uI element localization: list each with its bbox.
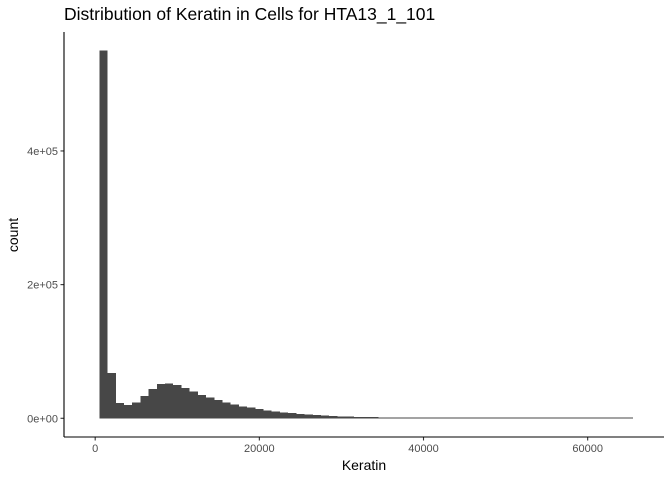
histogram-bar <box>304 414 313 419</box>
histogram-bar <box>99 50 108 419</box>
histogram-bar <box>115 402 124 419</box>
histogram-bars <box>99 50 633 419</box>
histogram-bar <box>189 391 198 419</box>
histogram-bar <box>427 417 436 419</box>
x-axis-ticks: 0 20000 40000 60000 <box>92 437 603 455</box>
histogram-bar <box>575 417 584 419</box>
y-axis-title: count <box>5 218 21 252</box>
histogram-bar <box>526 417 535 419</box>
histogram-bar <box>542 417 551 419</box>
histogram-bar <box>501 417 510 419</box>
histogram-bar <box>337 416 346 419</box>
chart-title: Distribution of Keratin in Cells for HTA… <box>64 4 435 25</box>
histogram-bar <box>288 413 297 419</box>
x-tick-label: 40000 <box>408 443 439 455</box>
histogram-bar <box>616 417 625 419</box>
histogram-bar <box>271 411 280 419</box>
histogram-bar <box>493 417 502 419</box>
histogram-bar <box>181 388 190 419</box>
histogram-bar <box>476 417 486 419</box>
histogram-bar <box>509 417 518 419</box>
histogram-bar <box>214 400 223 419</box>
histogram-bar <box>148 388 157 419</box>
histogram-bar <box>107 372 116 419</box>
histogram-bar <box>394 417 404 419</box>
histogram-bar <box>624 417 633 419</box>
histogram-bar <box>591 417 601 419</box>
histogram-bar <box>312 415 321 419</box>
histogram-bar <box>296 413 305 419</box>
histogram-bar <box>517 417 527 419</box>
histogram-bar <box>444 417 453 419</box>
histogram-bar <box>255 408 264 419</box>
x-tick-label: 20000 <box>244 443 275 455</box>
histogram-bar <box>222 402 231 419</box>
histogram-bar <box>608 417 617 419</box>
histogram-bar <box>402 417 412 419</box>
histogram-bar <box>230 404 239 419</box>
histogram-bar <box>583 417 592 419</box>
histogram-bar <box>263 410 272 419</box>
histogram-bar <box>599 417 609 419</box>
y-tick-label: 0e+00 <box>27 413 58 425</box>
histogram-bar <box>378 417 387 419</box>
x-tick-label: 60000 <box>572 443 603 455</box>
histogram-bar <box>460 417 469 419</box>
histogram-bar <box>140 396 149 419</box>
histogram-bar <box>206 397 215 419</box>
y-axis-ticks: 0e+00 2e+05 4e+05 <box>27 146 64 425</box>
histogram-bar <box>386 417 395 419</box>
y-tick-label: 4e+05 <box>27 146 58 158</box>
histogram-bar <box>173 384 182 419</box>
histogram-bar <box>156 384 166 419</box>
histogram-bar <box>485 417 494 419</box>
histogram-bar <box>534 417 543 419</box>
histogram-bar <box>567 417 576 419</box>
histogram-bar <box>411 417 420 419</box>
histogram-bar <box>370 417 379 419</box>
histogram-bar <box>452 417 461 419</box>
histogram-bar <box>419 417 428 419</box>
histogram-bar <box>123 404 133 419</box>
histogram-bar <box>550 417 559 419</box>
histogram-bar <box>279 412 289 419</box>
histogram-bar <box>320 415 330 419</box>
histogram-bar <box>345 416 354 419</box>
histogram-bar <box>132 402 141 419</box>
histogram-bar <box>361 417 371 419</box>
histogram-bar <box>329 416 338 419</box>
histogram-bar <box>164 383 174 419</box>
histogram-bar <box>238 406 248 419</box>
histogram-bar <box>558 417 568 419</box>
histogram-bar <box>247 407 256 419</box>
histogram-bar <box>353 416 362 419</box>
x-tick-label: 0 <box>92 443 98 455</box>
x-axis-title: Keratin <box>342 457 386 473</box>
y-tick-label: 2e+05 <box>27 280 58 292</box>
histogram-bar <box>197 394 207 419</box>
histogram-bar <box>435 417 445 419</box>
histogram-bar <box>468 417 477 419</box>
